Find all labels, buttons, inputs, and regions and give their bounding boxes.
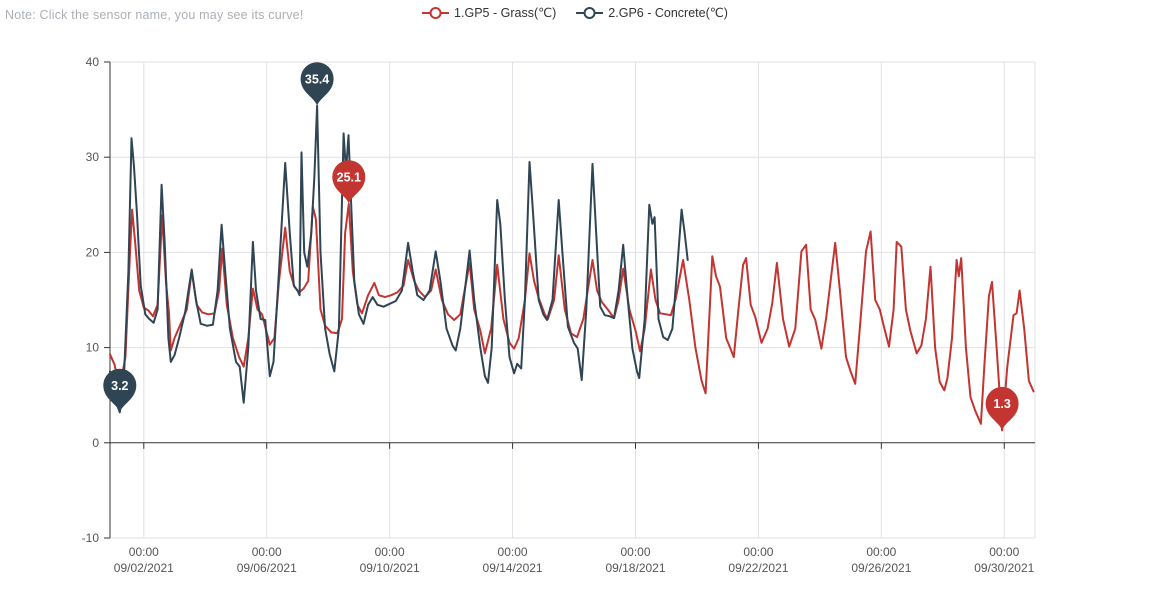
x-tick-time-label: 00:00 xyxy=(620,545,650,559)
x-tick-time-label: 00:00 xyxy=(129,545,159,559)
y-tick-label: -10 xyxy=(82,531,100,545)
x-tick-date-label: 09/26/2021 xyxy=(851,561,911,575)
x-tick-time-label: 00:00 xyxy=(252,545,282,559)
grid-lines xyxy=(110,61,1036,539)
x-tick-date-label: 09/06/2021 xyxy=(237,561,297,575)
markpoint-value: 35.4 xyxy=(305,72,329,86)
y-tick-label: 20 xyxy=(86,245,100,259)
legend: 1.GP5 - Grass(℃) 2.GP6 - Concrete(℃) xyxy=(422,5,728,20)
markpoint-min-pin[interactable]: 3.2 xyxy=(103,368,137,413)
x-tick-time-label: 00:00 xyxy=(498,545,528,559)
y-tick-label: 10 xyxy=(86,341,100,355)
markpoint-min-pin[interactable]: 1.3 xyxy=(985,386,1019,431)
axes xyxy=(104,61,1035,539)
y-tick-label: 30 xyxy=(86,150,100,164)
legend-label-gp5: 1.GP5 - Grass(℃) xyxy=(454,6,557,20)
markpoint-value: 3.2 xyxy=(111,379,128,393)
legend-item-gp5-grass[interactable]: 1.GP5 - Grass(℃) xyxy=(422,5,556,20)
x-tick-date-label: 09/02/2021 xyxy=(114,561,174,575)
x-tick-time-label: 00:00 xyxy=(375,545,405,559)
markpoint-max-pin[interactable]: 35.4 xyxy=(300,62,334,106)
x-tick-time-label: 00:00 xyxy=(743,545,773,559)
line-series-icon xyxy=(576,6,604,19)
axis-labels: 40 30 20 10 0 -10 00:00 09/02/2021 00:00 09/06/20… xyxy=(82,55,1035,575)
x-tick-date-label: 09/14/2021 xyxy=(483,561,543,575)
markpoint-max-pin[interactable]: 25.1 xyxy=(332,160,366,204)
x-tick-time-label: 00:00 xyxy=(989,545,1019,559)
legend-label-gp6: 2.GP6 - Concrete(℃) xyxy=(608,6,728,20)
note-text: Note: Click the sensor name, you may see… xyxy=(5,8,304,22)
series-line-gp5-grass[interactable] xyxy=(109,202,1035,432)
series-line-gp6-concrete[interactable] xyxy=(109,104,689,414)
x-tick-date-label: 09/22/2021 xyxy=(728,561,788,575)
x-tick-date-label: 09/10/2021 xyxy=(360,561,420,575)
y-tick-label: 40 xyxy=(86,55,100,69)
x-tick-date-label: 09/18/2021 xyxy=(605,561,665,575)
legend-item-gp6-concrete[interactable]: 2.GP6 - Concrete(℃) xyxy=(576,5,728,20)
x-tick-date-label: 09/30/2021 xyxy=(974,561,1034,575)
y-tick-label: 0 xyxy=(92,436,99,450)
x-tick-time-label: 00:00 xyxy=(866,545,896,559)
markpoint-value: 1.3 xyxy=(993,397,1010,411)
line-series-icon xyxy=(422,6,450,19)
markpoint-value: 25.1 xyxy=(337,170,361,184)
